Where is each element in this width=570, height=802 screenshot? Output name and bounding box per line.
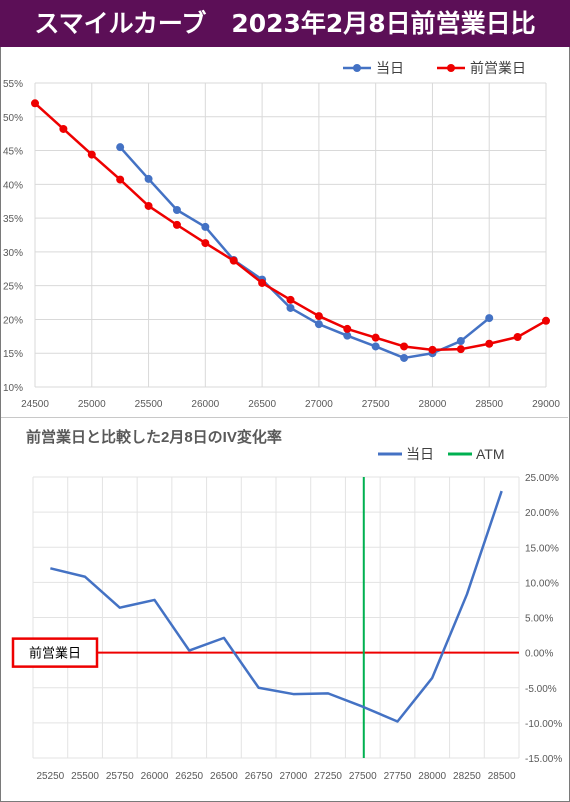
x-tick-label: 26750	[245, 771, 273, 782]
y-tick-label: 0.00%	[525, 649, 553, 660]
x-tick-label: 27500	[349, 771, 377, 782]
data-point	[286, 295, 295, 304]
data-point	[456, 337, 465, 346]
y-tick-label: 30%	[3, 248, 23, 259]
x-tick-label: 25500	[71, 771, 99, 782]
legend-label: 前営業日	[470, 60, 526, 76]
x-tick-label: 25750	[106, 771, 134, 782]
x-tick-label: 28500	[488, 771, 516, 782]
x-tick-label: 26000	[191, 399, 219, 410]
y-tick-label: 20.00%	[525, 508, 559, 519]
data-point	[371, 342, 380, 351]
data-point	[513, 333, 522, 342]
data-point	[400, 353, 409, 362]
data-point	[59, 124, 68, 133]
data-point	[485, 339, 494, 348]
y-tick-label: 15%	[3, 349, 23, 360]
y-tick-label: 25%	[3, 282, 23, 293]
zero-label: 前営業日	[29, 646, 81, 661]
y-tick-label: 10.00%	[525, 578, 559, 589]
data-point	[201, 239, 210, 248]
x-tick-label: 28000	[418, 771, 446, 782]
y-tick-label: 15.00%	[525, 543, 559, 554]
legend-label: ATM	[476, 446, 505, 462]
y-tick-label: 35%	[3, 214, 23, 225]
data-point	[31, 99, 39, 108]
y-tick-label: -15.00%	[525, 754, 562, 765]
legend-label: 当日	[406, 446, 434, 462]
iv-change-chart: 前営業日と比較した2月8日のIV変化率 25.00% 20.00% 15.00% 10.…	[11, 428, 562, 782]
x-tick-label: 29000	[532, 399, 560, 410]
y-tick-label: 25.00%	[525, 473, 559, 484]
data-point	[485, 314, 494, 323]
y-tick-label: 40%	[3, 180, 23, 191]
series-line-today	[119, 146, 491, 360]
data-point	[116, 175, 125, 184]
zero-label-box	[11, 637, 99, 668]
y-tick-label: 5.00%	[525, 614, 553, 625]
data-point	[229, 256, 238, 265]
y-tick-label: 10%	[3, 383, 23, 394]
legend-marker	[447, 64, 455, 72]
chart-title: 前営業日と比較した2月8日のIV変化率	[26, 428, 282, 446]
page-title: スマイルカーブ 2023年2月8日前営業日比	[34, 9, 536, 38]
x-tick-label: 25500	[135, 399, 163, 410]
y-tick-label: 50%	[3, 113, 23, 124]
x-tick-label: 27500	[362, 399, 390, 410]
x-tick-label: 25250	[36, 771, 64, 782]
legend-label: 当日	[376, 60, 404, 76]
data-point	[542, 316, 550, 325]
data-point	[201, 222, 210, 231]
smile-curve-chart: 24500 25000 25500 26000 26500 27000 27500 28000…	[3, 60, 560, 410]
data-point	[343, 324, 352, 333]
data-point	[87, 150, 96, 159]
x-tick-label: 28000	[419, 399, 447, 410]
data-point	[286, 303, 295, 312]
data-point	[172, 220, 181, 229]
data-point	[144, 174, 153, 183]
data-point	[172, 206, 181, 215]
x-tick-label: 25000	[78, 399, 106, 410]
x-tick-label: 26000	[141, 771, 169, 782]
data-point	[314, 320, 323, 329]
series-line-today	[50, 490, 503, 723]
x-tick-label: 24500	[21, 399, 49, 410]
x-tick-label: 26500	[248, 399, 276, 410]
x-tick-label: 26500	[210, 771, 238, 782]
chart-divider	[1, 417, 568, 418]
data-point	[371, 333, 380, 342]
x-tick-label: 27000	[305, 399, 333, 410]
data-point	[144, 201, 153, 210]
data-point	[428, 345, 437, 354]
y-tick-label: -10.00%	[525, 719, 562, 730]
data-point	[258, 278, 267, 287]
legend-marker	[353, 64, 361, 72]
x-tick-label: 26250	[175, 771, 203, 782]
x-tick-label: 27750	[384, 771, 412, 782]
x-tick-label: 27000	[279, 771, 307, 782]
x-tick-label: 27250	[314, 771, 342, 782]
data-point	[400, 342, 409, 351]
y-tick-label: -5.00%	[525, 684, 557, 695]
series-line-prev-day	[34, 102, 547, 352]
data-point	[456, 345, 465, 354]
data-point	[116, 143, 125, 152]
header-bar: スマイルカーブ 2023年2月8日前営業日比	[0, 0, 570, 47]
y-tick-label: 55%	[3, 79, 23, 90]
x-tick-label: 28500	[475, 399, 503, 410]
y-tick-label: 45%	[3, 147, 23, 158]
data-point	[314, 312, 323, 321]
data-point	[343, 331, 352, 340]
y-tick-label: 20%	[3, 315, 23, 326]
x-tick-label: 28250	[453, 771, 481, 782]
